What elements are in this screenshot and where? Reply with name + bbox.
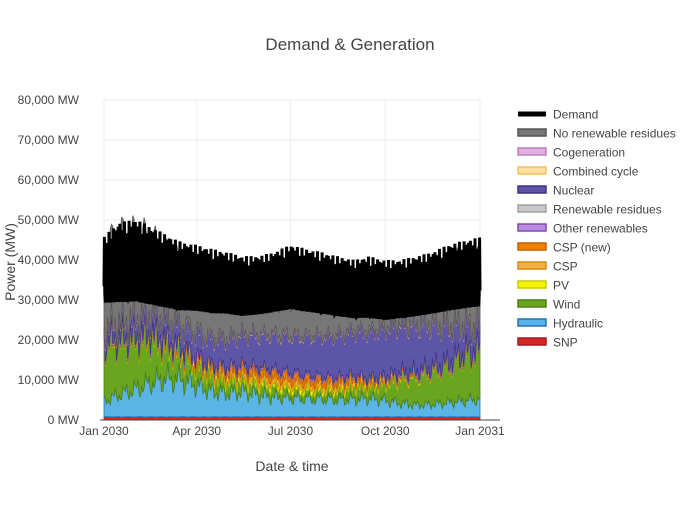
legend-item[interactable]: Nuclear (517, 184, 594, 198)
legend-item[interactable]: Hydraulic (517, 317, 603, 331)
legend-label: SNP (553, 336, 578, 350)
legend-swatch (517, 128, 547, 137)
x-axis-title: Date & time (255, 458, 328, 474)
y-tick-label: 20,000 MW (18, 333, 80, 347)
legend-label: CSP (new) (553, 241, 611, 255)
legend-swatch (517, 280, 547, 289)
legend-swatch (517, 223, 547, 232)
legend-item[interactable]: No renewable residues (517, 127, 676, 141)
x-tick-label: Jan 2031 (455, 424, 505, 438)
legend-label: CSP (553, 260, 578, 274)
legend-item[interactable]: SNP (517, 336, 578, 350)
legend-item[interactable]: CSP (517, 260, 578, 274)
y-tick-label: 30,000 MW (18, 293, 80, 307)
legend-item[interactable]: CSP (new) (517, 241, 611, 255)
legend: Demand No renewable residues Cogeneration C… (517, 108, 676, 350)
axis-layer: 0 MW 10,000 MW 20,000 MW 30,000 MW 40,000 MW… (18, 93, 505, 438)
legend-label: Combined cycle (553, 165, 639, 179)
y-axis-title: Power (MW) (2, 223, 18, 301)
y-tick-label: 80,000 MW (18, 93, 80, 107)
y-tick-label: 60,000 MW (18, 173, 80, 187)
chart-title: Demand & Generation (265, 35, 434, 54)
legend-swatch (517, 204, 547, 213)
legend-item[interactable]: Wind (517, 298, 580, 312)
legend-swatch (517, 261, 547, 270)
demand-layer (102, 220, 482, 322)
legend-swatch (517, 299, 547, 308)
legend-swatch (517, 147, 547, 156)
legend-item[interactable]: Renewable residues (517, 203, 662, 217)
x-tick-label: Apr 2030 (172, 424, 221, 438)
legend-item[interactable]: Demand (518, 108, 598, 122)
legend-swatch (517, 185, 547, 194)
legend-label: Wind (553, 298, 580, 312)
legend-label: Demand (553, 108, 598, 122)
y-tick-label: 0 MW (48, 413, 80, 427)
legend-swatch (517, 242, 547, 251)
legend-item[interactable]: Combined cycle (517, 165, 639, 179)
x-tick-label: Jan 2030 (79, 424, 129, 438)
x-tick-label: Jul 2030 (268, 424, 314, 438)
series-demand-line (102, 220, 482, 322)
y-tick-label: 50,000 MW (18, 213, 80, 227)
legend-label: Cogeneration (553, 146, 625, 160)
y-tick-label: 70,000 MW (18, 133, 80, 147)
legend-label: Renewable residues (553, 203, 662, 217)
legend-item[interactable]: Other renewables (517, 222, 648, 236)
legend-label: Other renewables (553, 222, 648, 236)
legend-label: Hydraulic (553, 317, 603, 331)
legend-label: No renewable residues (553, 127, 676, 141)
legend-swatch (517, 318, 547, 327)
legend-swatch (517, 337, 547, 346)
y-tick-label: 10,000 MW (18, 373, 80, 387)
x-tick-label: Oct 2030 (361, 424, 410, 438)
legend-swatch (517, 166, 547, 175)
y-tick-label: 40,000 MW (18, 253, 80, 267)
legend-label: PV (553, 279, 569, 293)
legend-label: Nuclear (553, 184, 594, 198)
legend-item[interactable]: PV (517, 279, 569, 293)
legend-item[interactable]: Cogeneration (517, 146, 625, 160)
